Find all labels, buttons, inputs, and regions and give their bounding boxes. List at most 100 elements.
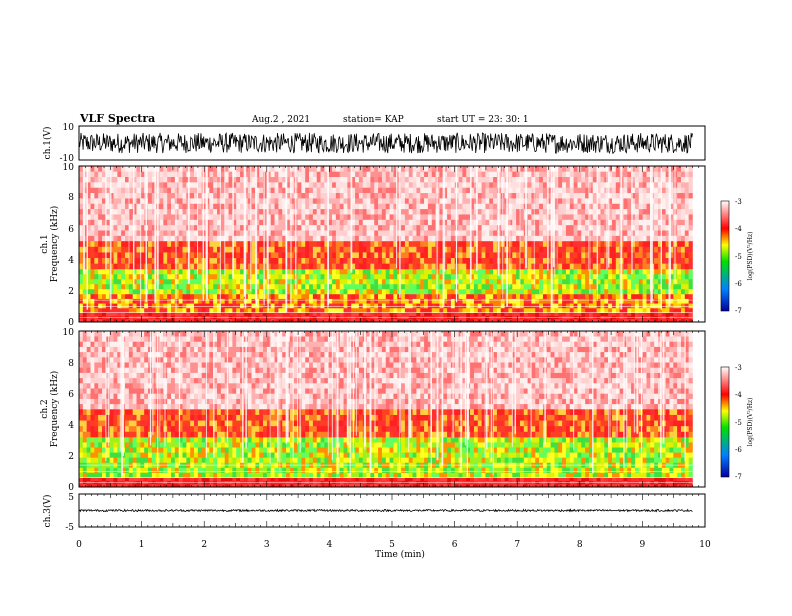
- spectrogram-cell: [416, 236, 420, 242]
- spectrogram-cell: [466, 171, 470, 177]
- spectrogram-cell: [321, 166, 325, 172]
- spectrogram-cell: [566, 308, 570, 313]
- spectrogram-cell: [451, 198, 455, 204]
- spectrogram-cell: [137, 225, 141, 231]
- spectrogram-cell: [635, 303, 639, 308]
- spectrogram-cell: [321, 247, 325, 253]
- spectrogram-cell: [462, 263, 466, 269]
- spectrogram-cell: [367, 279, 371, 284]
- spectrogram-cell: [79, 303, 83, 308]
- spectrogram-cell: [474, 289, 478, 294]
- spectrogram-cell: [462, 193, 466, 199]
- spectrogram-cell: [275, 289, 279, 294]
- spectrogram-cell: [478, 219, 482, 225]
- spectrogram-cell: [685, 214, 689, 220]
- spectrogram-cell: [317, 193, 321, 199]
- spectrogram-cell: [370, 279, 374, 284]
- spectrogram-cell: [635, 289, 639, 294]
- spectrogram-cell: [577, 241, 581, 247]
- spectrogram-cell: [240, 225, 244, 231]
- spectrogram-cell: [332, 225, 336, 231]
- spectrogram-cell: [232, 289, 236, 294]
- spectrogram-cell: [508, 279, 512, 284]
- spectrogram-cell: [646, 171, 650, 177]
- spectrogram-cell: [148, 219, 152, 225]
- spectrogram-cell: [298, 289, 302, 294]
- spectrogram-cell: [581, 187, 585, 193]
- spectrogram-cell: [114, 294, 118, 299]
- spectrogram-cell: [344, 294, 348, 299]
- spectrogram-cell: [581, 279, 585, 284]
- spectrogram-cell: [386, 284, 390, 289]
- spectrogram-cell: [516, 171, 520, 177]
- spectrogram-cell: [432, 171, 436, 177]
- spectrogram-cell: [535, 299, 539, 304]
- spectrogram-cell: [627, 252, 631, 258]
- spectrogram-cell: [229, 289, 233, 294]
- spectrogram-cell: [321, 171, 325, 177]
- spectrogram-cell: [482, 209, 486, 215]
- spectrogram-cell: [508, 247, 512, 253]
- spectrogram-cell: [508, 269, 512, 274]
- spectrogram-cell: [370, 269, 374, 274]
- ch1-wave-ylabel: ch.1(V): [42, 127, 53, 160]
- spectrogram-cell: [225, 187, 229, 193]
- spectrogram-cell: [332, 299, 336, 304]
- spectrogram-cell: [570, 294, 574, 299]
- spectrogram-cell: [171, 171, 175, 177]
- spectrogram-cell: [654, 236, 658, 242]
- spectrogram-cell: [91, 299, 95, 304]
- spectrogram-cell: [420, 171, 424, 177]
- spectrogram-cell: [485, 198, 489, 204]
- spectrogram-cell: [374, 279, 378, 284]
- spectrogram-cell: [432, 241, 436, 247]
- spectrogram-cell: [612, 241, 616, 247]
- spectrogram-cell: [160, 269, 164, 274]
- spectrogram-cell: [98, 299, 102, 304]
- spectrogram-cell: [462, 258, 466, 264]
- spectrogram-cell: [447, 225, 451, 231]
- spectrogram-cell: [351, 313, 355, 316]
- spectrogram-cell: [221, 203, 225, 209]
- spectrogram-cell: [148, 313, 152, 316]
- spectrogram-cell: [413, 263, 417, 269]
- spectrogram-cell: [413, 182, 417, 188]
- spectrogram-cell: [482, 294, 486, 299]
- spectrogram-cell: [209, 299, 213, 304]
- spectrogram-cell: [367, 303, 371, 308]
- spectrogram-cell: [612, 203, 616, 209]
- spectrogram-cell: [194, 294, 198, 299]
- spectrogram-cell: [160, 247, 164, 253]
- spectrogram-cell: [600, 289, 604, 294]
- spectrogram-cell: [129, 230, 133, 236]
- spectrogram-cell: [413, 193, 417, 199]
- spectrogram-cell: [685, 299, 689, 304]
- spectrogram-cell: [627, 203, 631, 209]
- spectrogram-cell: [129, 177, 133, 183]
- spectrogram-cell: [416, 171, 420, 177]
- spectrogram-cell: [259, 308, 263, 313]
- spectrogram-cell: [593, 303, 597, 308]
- spectrogram-cell: [236, 303, 240, 308]
- spectrogram-cell: [232, 294, 236, 299]
- spectrogram-cell: [512, 182, 516, 188]
- spectrogram-cell: [240, 247, 244, 253]
- spectrogram-cell: [589, 274, 593, 279]
- spectrogram-cell: [374, 299, 378, 304]
- spectrogram-cell: [271, 177, 275, 183]
- spectrogram-cell: [474, 279, 478, 284]
- spectrogram-cell: [374, 274, 378, 279]
- spectrogram-cell: [370, 166, 374, 172]
- spectrogram-cell: [413, 279, 417, 284]
- spectrogram-cell: [240, 303, 244, 308]
- spectrogram-cell: [305, 299, 309, 304]
- spectrogram-cell: [397, 313, 401, 316]
- spectrogram-cell: [175, 203, 179, 209]
- spectrogram-cell: [420, 198, 424, 204]
- spectrogram-cell: [535, 203, 539, 209]
- spectrogram-cell: [163, 177, 167, 183]
- spectrogram-cell: [673, 299, 677, 304]
- spectrogram-cell: [175, 289, 179, 294]
- spectrogram-cell: [301, 209, 305, 215]
- spectrogram-cell: [340, 279, 344, 284]
